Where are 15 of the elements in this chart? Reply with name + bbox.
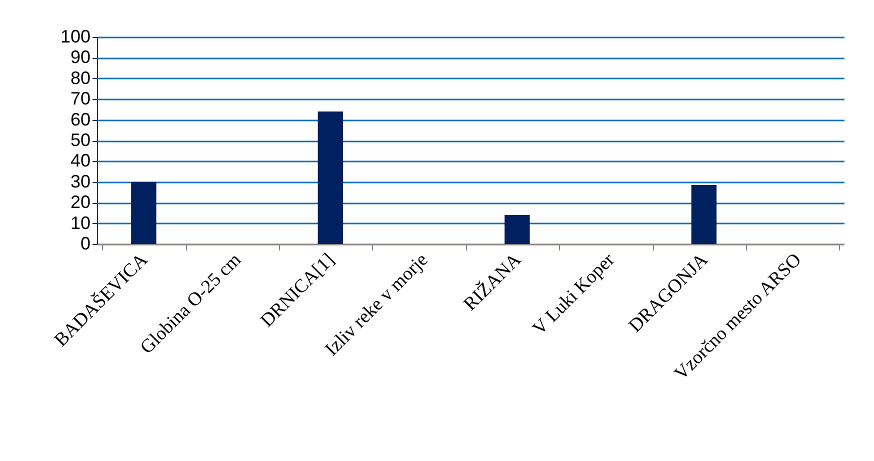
y-tick-label: 70 [70,88,90,109]
y-tick-label: 40 [70,150,90,171]
y-tick-label: 90 [70,47,90,68]
y-tick-label: 100 [60,26,90,46]
bar [691,185,717,244]
y-tick-label: 60 [70,109,90,130]
y-tick-label: 0 [80,234,90,254]
bar [318,112,344,244]
y-tick-label: 80 [70,68,90,88]
y-tick-label: 20 [70,192,90,212]
bar [131,182,156,244]
y-tick-label: 30 [70,171,90,192]
y-tick-label: 50 [70,130,90,150]
bar [504,215,530,244]
y-tick-label: 10 [70,212,90,233]
